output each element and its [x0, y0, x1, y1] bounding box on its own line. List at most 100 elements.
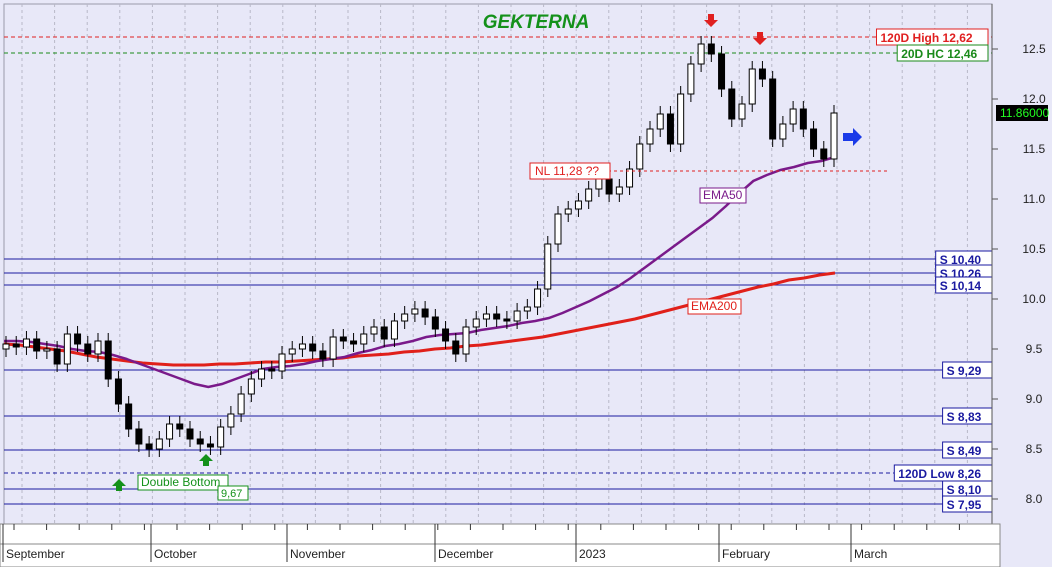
level-label: S 7,95	[947, 498, 982, 512]
nl-label-box	[529, 162, 611, 180]
candle-body	[554, 213, 562, 245]
y-tick-label: 12.5	[1022, 42, 1046, 56]
candle-body	[482, 313, 490, 320]
candle-body	[534, 288, 542, 308]
level-label: S 10,40	[940, 253, 982, 267]
candle-body	[2, 343, 10, 350]
candle-body	[401, 313, 409, 322]
candle-body	[33, 338, 41, 352]
candle-body	[135, 428, 143, 445]
x-month-label: March	[854, 547, 887, 561]
candle-body	[605, 178, 613, 195]
candle-body	[12, 343, 20, 348]
low-value-box	[217, 485, 249, 501]
y-tick-label: 10.5	[1022, 242, 1046, 256]
candle-body	[360, 333, 368, 345]
candle-body	[298, 343, 306, 350]
candle-body	[329, 336, 337, 360]
level-label: S 8,83	[947, 410, 982, 424]
candle-body	[615, 186, 623, 195]
candle-body	[442, 328, 450, 342]
candle-body	[462, 326, 470, 355]
candle-body	[186, 428, 194, 440]
chart-title: GEKTERNA	[483, 12, 590, 33]
ema50-line	[4, 155, 836, 389]
x-month-label: December	[438, 547, 493, 561]
candles	[2, 36, 838, 457]
candle-body	[125, 403, 133, 430]
double-bottom-label: Double Bottom	[141, 475, 220, 489]
y-tick-label: 11.5	[1023, 142, 1046, 156]
candle-body	[155, 438, 163, 450]
candle-body	[74, 333, 82, 345]
candle-body	[789, 108, 797, 125]
candle-body	[769, 78, 777, 140]
y-tick-label: 9.5	[1026, 342, 1043, 356]
peak-arrow-icon	[704, 14, 718, 27]
candle-body	[738, 103, 746, 120]
candle-body	[145, 443, 153, 450]
ema50-label: EMA50	[703, 188, 743, 202]
y-tick-label: 11.0	[1023, 192, 1046, 206]
x-axis: 5121926310172431714212851219262916233061…	[0, 523, 1001, 567]
candle-body	[53, 348, 61, 365]
candle-body	[380, 326, 388, 340]
level-label: S 8,49	[947, 444, 982, 458]
candle-body	[258, 368, 266, 380]
candle-body	[758, 68, 766, 80]
candle-body	[206, 443, 214, 448]
y-tick-label: 9.0	[1026, 392, 1043, 406]
candle-body	[748, 68, 756, 105]
level-label: 120D Low 8,26	[898, 467, 981, 481]
candle-body	[472, 318, 480, 328]
direction-arrow-icon	[843, 128, 862, 146]
candle-body	[43, 348, 51, 352]
candle-body	[390, 320, 398, 340]
bottom-arrow-icon	[112, 479, 126, 491]
candle-body	[196, 438, 204, 445]
candle-body	[677, 93, 685, 145]
candle-body	[370, 326, 378, 335]
y-tick-label: 8.0	[1026, 492, 1043, 506]
candle-body	[431, 316, 439, 330]
x-month-label: 2023	[579, 547, 606, 561]
x-month-label: November	[290, 547, 345, 561]
candle-body	[810, 128, 818, 150]
candle-body	[350, 340, 358, 345]
current-price-label: 11.86000	[1000, 106, 1049, 120]
y-tick-label: 10.0	[1022, 292, 1046, 306]
candle-body	[217, 426, 225, 448]
candle-body	[411, 308, 419, 315]
candle-body	[595, 178, 603, 190]
candle-body	[247, 378, 255, 395]
candle-body	[166, 423, 174, 440]
candle-body	[22, 338, 30, 348]
candle-body	[339, 336, 347, 342]
candle-body	[94, 340, 102, 355]
candle-body	[636, 143, 644, 170]
level-label-box	[896, 44, 989, 62]
candle-body	[288, 348, 296, 355]
peak-arrow-icon	[753, 32, 767, 45]
current-price-box	[996, 105, 1048, 121]
candle-body	[656, 113, 664, 130]
level-label: 120D High 12,62	[881, 31, 973, 45]
level-label: 20D HC 12,46	[901, 47, 977, 61]
double-bottom-box	[137, 474, 229, 491]
nl-label: NL 11,28 ??	[535, 164, 599, 178]
y-tick-label: 8.5	[1026, 442, 1043, 456]
candle-body	[646, 128, 654, 145]
candle-body	[707, 43, 715, 55]
low-value-label: 9,67	[221, 488, 242, 500]
level-lines	[4, 36, 992, 505]
y-axis: 8.0 8.5 9.0 9.5 10.0 10.5 11.0 11.5 12.0 12.5	[991, 4, 1046, 524]
candle-body	[114, 378, 122, 405]
candle-body	[227, 413, 235, 428]
candle-body	[697, 43, 705, 65]
candle-body	[63, 333, 71, 365]
level-label: S 8,10	[947, 483, 982, 497]
level-label: S 10,14	[940, 279, 982, 293]
x-axis-band	[0, 523, 1001, 545]
